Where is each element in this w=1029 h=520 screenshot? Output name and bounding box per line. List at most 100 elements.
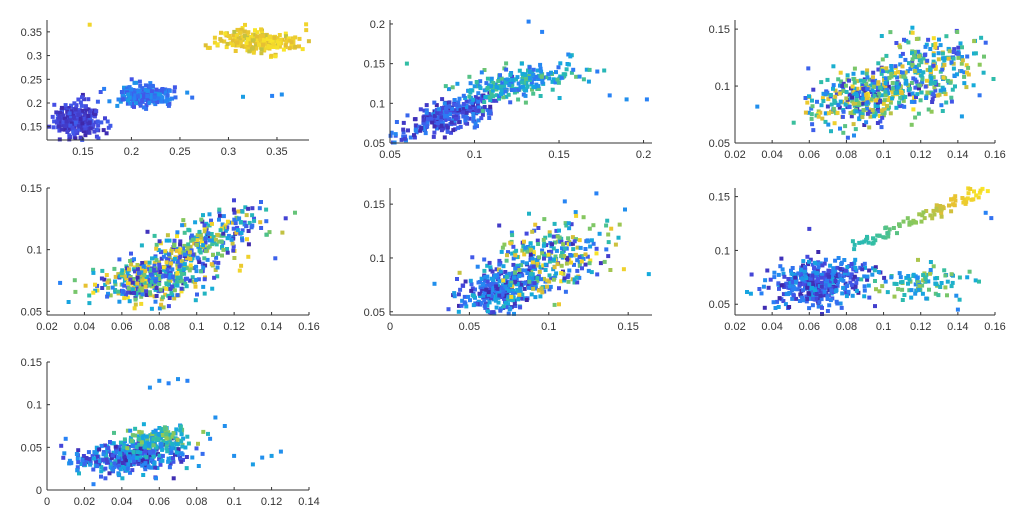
scatter-point xyxy=(156,432,161,436)
scatter-point xyxy=(478,86,483,91)
scatter-point xyxy=(62,127,67,132)
scatter-point xyxy=(844,90,849,94)
scatter-point xyxy=(897,271,902,276)
scatter-point xyxy=(549,249,554,254)
scatter-point xyxy=(435,126,439,131)
scatter-point xyxy=(542,254,547,259)
scatter-point xyxy=(873,104,878,108)
scatter-point xyxy=(201,429,206,434)
scatter-point xyxy=(853,127,858,132)
scatter-point xyxy=(873,238,878,243)
scatter-point xyxy=(230,38,235,43)
scatter-point xyxy=(870,108,875,113)
scatter-point xyxy=(850,285,855,290)
scatter-point xyxy=(885,231,890,236)
scatter-point xyxy=(212,240,217,245)
scatter-point xyxy=(893,64,898,69)
scatter-point xyxy=(955,72,959,77)
scatter-point xyxy=(225,219,230,224)
scatter-point xyxy=(828,263,833,268)
scatter-point xyxy=(167,438,172,443)
scatter-point xyxy=(931,92,936,97)
scatter-point xyxy=(194,277,199,282)
scatter-point xyxy=(871,240,876,245)
scatter-point xyxy=(806,262,810,267)
scatter-point xyxy=(870,272,875,277)
scatter-point xyxy=(444,106,448,111)
scatter-point xyxy=(574,275,579,280)
scatter-point xyxy=(412,135,417,140)
scatter-point xyxy=(179,439,184,444)
scatter-point xyxy=(500,285,505,290)
scatter-point xyxy=(127,85,132,90)
scatter-point xyxy=(461,102,466,106)
scatter-point xyxy=(837,105,842,110)
scatter-point xyxy=(412,133,416,138)
scatter-point xyxy=(202,226,207,230)
scatter-point xyxy=(644,97,649,102)
scatter-point xyxy=(222,424,227,428)
scatter-point xyxy=(529,271,533,276)
scatter-points xyxy=(59,377,283,487)
scatter-point xyxy=(156,437,161,442)
scatter-point xyxy=(803,110,808,115)
scatter-point xyxy=(132,458,137,463)
scatter-point xyxy=(449,120,454,125)
scatter-point xyxy=(807,306,812,311)
scatter-point xyxy=(838,83,842,88)
scatter-point xyxy=(281,47,286,52)
scatter-point xyxy=(912,69,917,73)
scatter-point xyxy=(161,267,166,272)
scatter-point xyxy=(460,283,465,288)
scatter-point xyxy=(213,415,218,420)
scatter-point xyxy=(132,80,137,85)
scatter-point xyxy=(558,61,563,66)
scatter-point xyxy=(914,95,918,99)
scatter-point xyxy=(278,449,283,454)
scatter-point xyxy=(513,253,518,258)
scatter-point xyxy=(277,41,282,46)
scatter-point xyxy=(498,269,503,274)
scatter-point xyxy=(484,81,489,86)
scatter-point xyxy=(421,118,426,123)
scatter-point xyxy=(61,120,66,125)
scatter-point xyxy=(823,257,828,262)
scatter-point xyxy=(591,241,596,246)
scatter-point xyxy=(814,296,819,301)
scatter-point xyxy=(820,305,824,310)
scatter-point xyxy=(851,89,856,94)
scatter-point xyxy=(909,99,914,104)
scatter-point xyxy=(286,36,291,41)
scatter-point xyxy=(501,264,506,269)
y-tick-label: 0.1 xyxy=(715,245,730,257)
scatter-point xyxy=(174,450,179,455)
scatter-point xyxy=(164,238,169,243)
y-tick-label: 0.15 xyxy=(21,183,42,195)
scatter-point xyxy=(495,275,500,280)
y-tick-label: 0.2 xyxy=(370,19,385,31)
scatter-point xyxy=(165,267,170,272)
scatter-point xyxy=(471,118,476,123)
scatter-point xyxy=(524,77,528,81)
scatter-point xyxy=(141,433,146,438)
scatter-point xyxy=(192,235,197,240)
scatter-point xyxy=(192,241,197,246)
scatter-point xyxy=(119,90,124,94)
scatter-point xyxy=(527,65,532,70)
scatter-point xyxy=(168,433,173,438)
scatter-point xyxy=(535,238,540,243)
scatter-point xyxy=(501,95,506,100)
scatter-point xyxy=(501,292,506,297)
scatter-point xyxy=(851,101,856,106)
scatter-point xyxy=(88,116,93,121)
scatter-point xyxy=(791,293,796,298)
scatter-point xyxy=(206,231,211,236)
scatter-point xyxy=(490,88,495,93)
scatter-point xyxy=(117,257,122,262)
scatter-point xyxy=(560,246,564,251)
scatter-point xyxy=(831,280,836,285)
scatter-point xyxy=(140,86,145,91)
y-tick-label: 0.1 xyxy=(370,98,385,110)
scatter-point xyxy=(835,265,840,270)
scatter-point xyxy=(173,95,178,100)
